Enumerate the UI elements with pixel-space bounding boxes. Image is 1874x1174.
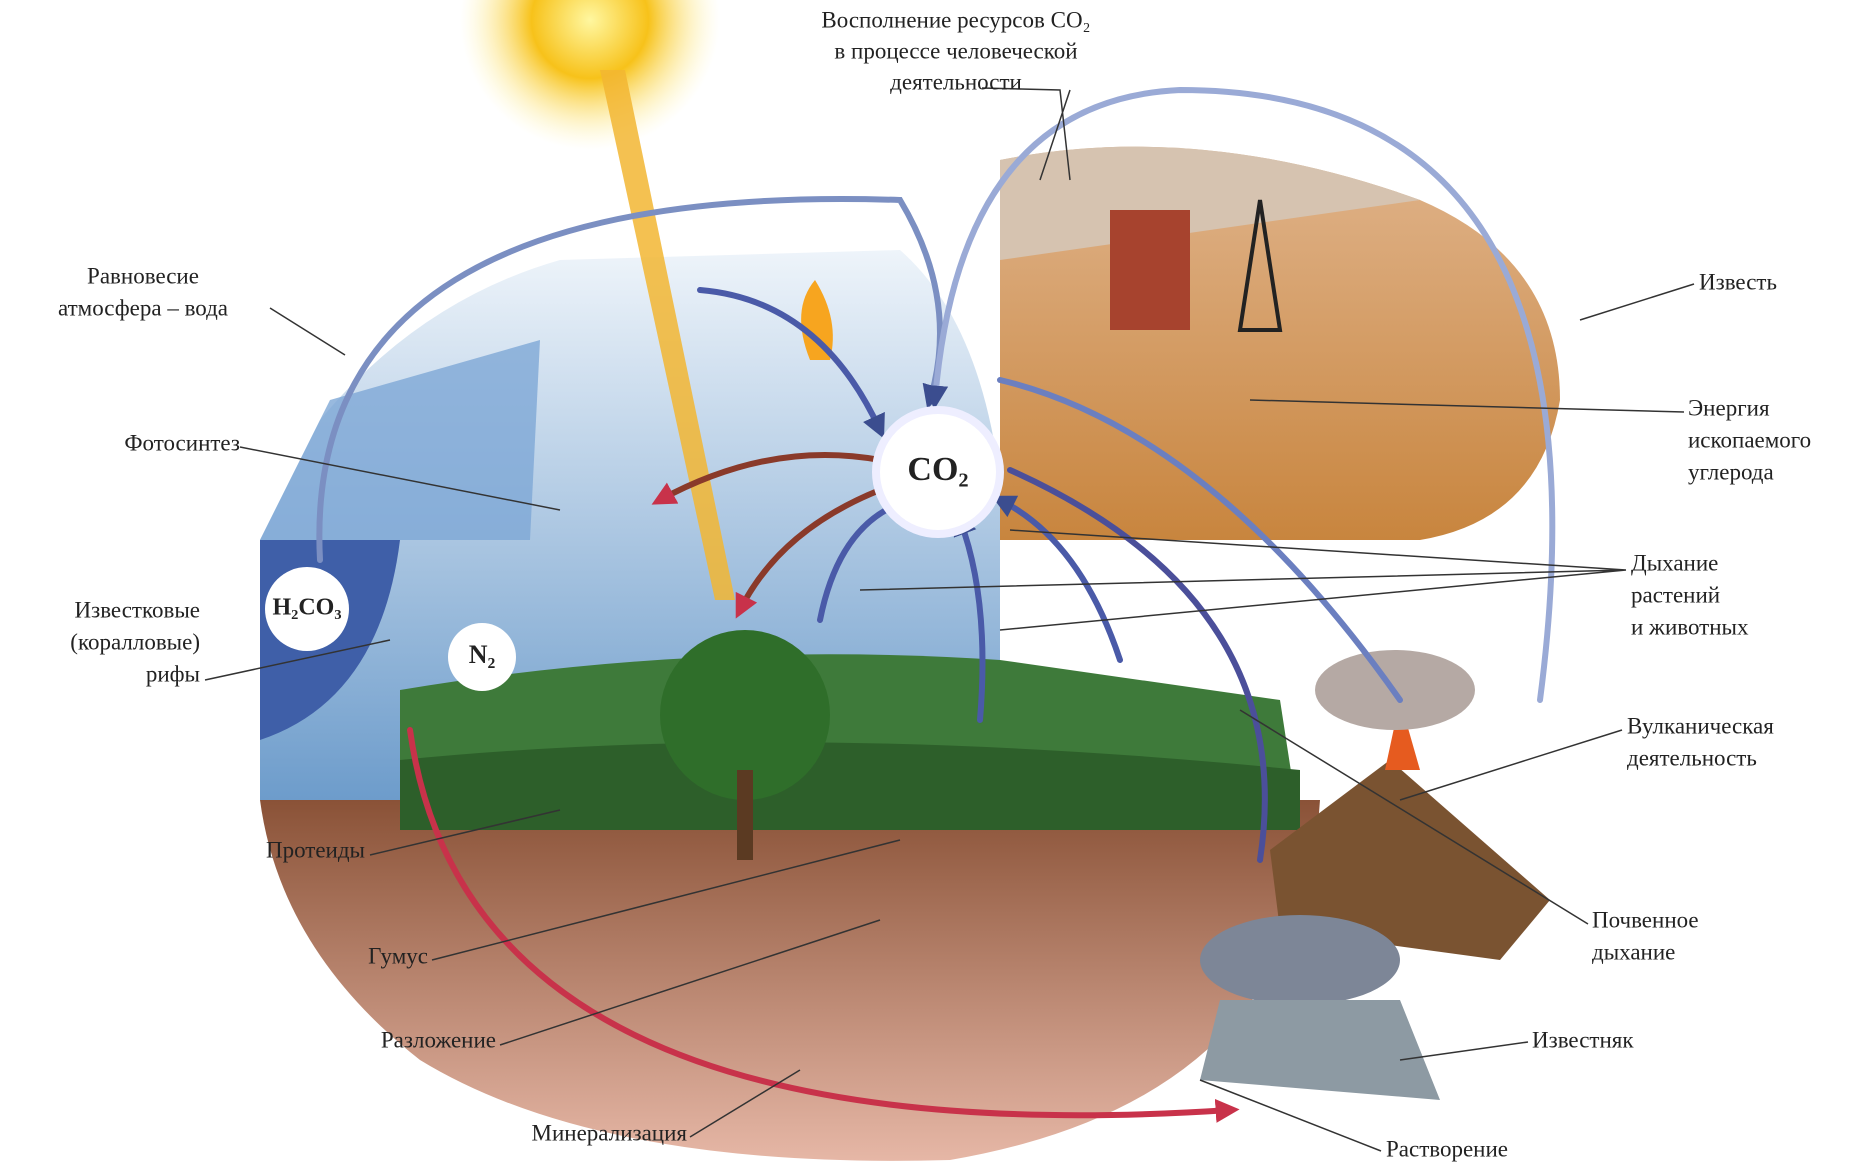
label-line: ископаемого — [1688, 427, 1811, 452]
h2co3-bubble: H₂CO₃ — [272, 595, 341, 621]
label-line: (коралловые) — [70, 629, 200, 654]
label-line: дыхание — [1592, 939, 1675, 964]
co2-bubble: CO₂ — [907, 451, 968, 488]
label-line: и животных — [1631, 614, 1749, 639]
n2-bubble: N₂ — [469, 640, 496, 669]
label-line: Гумус — [368, 943, 428, 968]
label-line: Фотосинтез — [124, 430, 240, 455]
label-line: рифы — [146, 661, 200, 686]
header: Восполнение ресурсов CO₂ в процессе челов… — [821, 7, 1090, 94]
illustration — [260, 0, 1560, 1161]
label-line: Протеиды — [266, 837, 365, 862]
label-line: Известковые — [75, 597, 201, 622]
header-line: Восполнение ресурсов CO₂ — [821, 7, 1090, 32]
label-line: Известь — [1699, 269, 1777, 294]
header-line: в процессе человеческой — [834, 38, 1077, 63]
label-line: атмосфера – вода — [58, 295, 228, 320]
label-line: Разложение — [381, 1027, 496, 1052]
label-line: деятельность — [1627, 745, 1757, 770]
label-line: Почвенное — [1592, 907, 1699, 932]
label-line: Известняк — [1532, 1027, 1634, 1052]
label-line: Вулканическая — [1627, 713, 1774, 738]
label-line: Дыхание — [1631, 550, 1718, 575]
label-line: Минерализация — [532, 1120, 688, 1145]
label-line: растений — [1631, 582, 1720, 607]
header-line: деятельности — [890, 69, 1022, 94]
label-line: Растворение — [1386, 1136, 1508, 1161]
label-line: углерода — [1688, 459, 1774, 484]
label-line: Энергия — [1688, 395, 1770, 420]
carbon-cycle-diagram: Восполнение ресурсов CO₂ в процессе челов… — [0, 0, 1874, 1174]
label-line: Равновесие — [87, 263, 199, 288]
